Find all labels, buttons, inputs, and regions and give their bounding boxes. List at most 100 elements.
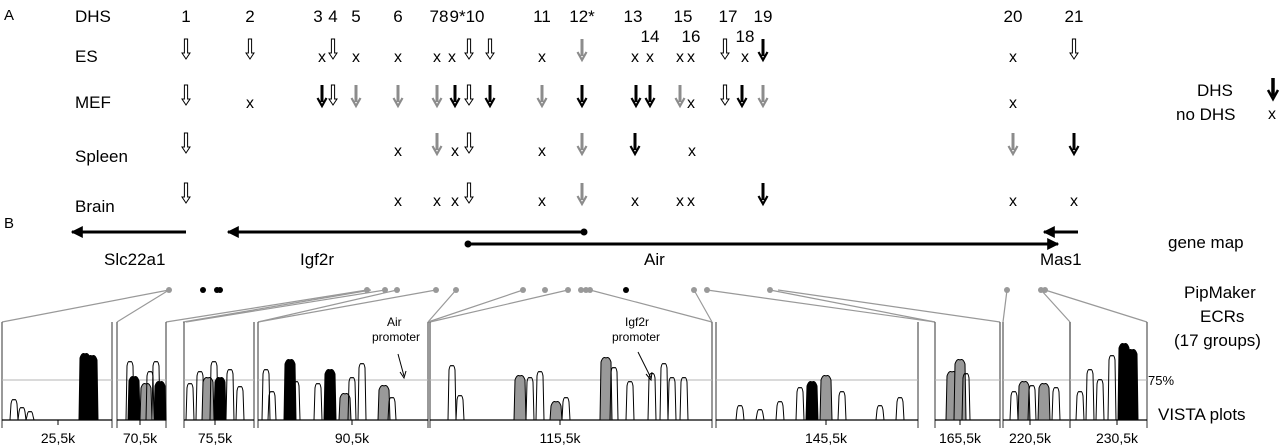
legend-dhs-label: DHS: [1197, 81, 1233, 100]
dhs-mark-mef-8: [449, 85, 461, 109]
dhs-mark-mef-5: [350, 85, 362, 109]
vista-peak-4-4: [291, 381, 301, 421]
dhs-mark-mef-2: x: [246, 95, 254, 112]
vista-peak-2-6: [153, 381, 167, 421]
dhs-mark-es-13: x: [631, 49, 639, 66]
dhs-mark-spleen-7: [576, 133, 588, 157]
vista-peak-1-1: [9, 399, 19, 421]
svg-text:x: x: [538, 193, 546, 210]
ecr-dot-black-4: [623, 287, 629, 293]
ecr-connector-2: [116, 289, 170, 323]
vista-tick-label-8: 220,5k: [1009, 430, 1052, 446]
svg-text:x: x: [1009, 49, 1017, 66]
vista-peak-1-2: [17, 407, 27, 421]
dhs-mark-spleen-1: [181, 132, 191, 154]
dhs-mark-brain-10: x: [687, 193, 695, 210]
ecr-dot-gray-8: [542, 287, 548, 293]
svg-text:x: x: [687, 95, 695, 112]
svg-text:x: x: [538, 49, 546, 66]
dhs-number-15: 17: [719, 7, 738, 26]
vista-peak-5-12: [659, 363, 669, 421]
dhs-mark-mef-20: x: [1009, 95, 1017, 112]
svg-text:x: x: [451, 193, 459, 210]
dhs-mark-brain-9: x: [676, 193, 684, 210]
vista-panel-2: 70,5k: [116, 322, 167, 446]
dhs-mark-spleen-3: [431, 133, 443, 157]
dhs-mark-es-2: [245, 38, 255, 60]
vista-peak-8-2: [1017, 381, 1031, 421]
svg-text:x: x: [1070, 193, 1078, 210]
svg-text:x: x: [394, 49, 402, 66]
svg-text:x: x: [448, 49, 456, 66]
vista-peak-5-13: [667, 377, 677, 421]
svg-text:x: x: [631, 49, 639, 66]
dhs-mark-mef-17: [720, 84, 730, 106]
vista-peak-5-4: [525, 377, 535, 421]
vista-peak-4-7: [338, 393, 352, 421]
track-label-pipmaker: PipMaker: [1184, 283, 1256, 302]
vista-peak-3-3: [201, 377, 215, 421]
vista-tick-label-1: 25,5k: [41, 430, 76, 446]
dhs-mark-mef-19: [757, 85, 769, 109]
ecr-connector-4: [182, 289, 372, 323]
track-label-gene-map: gene map: [1168, 233, 1244, 252]
vista-plots: 25,5k 70,5k 75,5k 90,5k 115,5k 145,5k 165,5k 22…: [1, 322, 1148, 446]
legend-x-symbol: x: [1268, 106, 1276, 123]
vista-panel-9: 230,5k: [1069, 322, 1148, 446]
svg-text:x: x: [1009, 95, 1017, 112]
dhs-mark-es-9: [464, 38, 474, 60]
svg-text:x: x: [246, 95, 254, 112]
ecr-connector-3: [165, 289, 368, 323]
vista-peak-3-2: [195, 371, 205, 421]
vista-peak-2-5: [151, 361, 161, 421]
dhs-mark-spleen-2: x: [394, 143, 402, 160]
dhs-mark-mef-10: [484, 85, 496, 109]
dhs-number-4: 4: [328, 7, 337, 26]
igf2r-promoter-label-line2: promoter: [612, 330, 660, 344]
dhs-number-9: 11: [533, 7, 551, 26]
dhs-number-12: 14: [641, 27, 660, 46]
track-label-groups: (17 groups): [1174, 331, 1261, 350]
dhs-mark-es-1: [181, 38, 191, 60]
dhs-mark-brain-6: x: [538, 193, 546, 210]
vista-peak-3-5: [213, 377, 227, 421]
gene-marker-igf2r: [580, 228, 588, 236]
svg-text:x: x: [676, 193, 684, 210]
gene-label-mas1: Mas1: [1040, 250, 1082, 269]
vista-peak-6-5: [805, 381, 819, 421]
dhs-mark-spleen-8: [629, 133, 641, 157]
vista-peak-9-1: [1075, 391, 1085, 421]
dhs-mark-mef-11: [536, 85, 548, 109]
svg-text:x: x: [318, 49, 326, 66]
vista-tick-label-3: 75,5k: [198, 430, 233, 446]
dhs-number-1: 1: [181, 7, 190, 26]
ecr-connector-9: [427, 289, 524, 323]
dhs-mark-spleen-4: x: [451, 143, 459, 160]
dhs-mark-mef-7: [431, 85, 443, 109]
gene-label-igf2r: Igf2r: [300, 250, 334, 269]
dhs-mark-spleen-9: x: [688, 143, 696, 160]
ecr-connector-14: [769, 289, 936, 323]
vista-peak-9-2: [1085, 369, 1095, 421]
dhs-mark-brain-13: x: [1070, 193, 1078, 210]
vista-peak-6-3: [775, 401, 785, 421]
dhs-mark-es-18: x: [741, 49, 749, 66]
ecr-connector-10: [429, 289, 569, 323]
dhs-mark-mef-1: [181, 84, 191, 106]
vista-peak-1-5: [85, 355, 99, 421]
dhs-mark-brain-12: x: [1009, 193, 1017, 210]
vista-tick-label-5: 115,5k: [540, 430, 582, 446]
dhs-mark-mef-16: x: [687, 95, 695, 112]
dhs-mark-spleen-11: [1068, 133, 1080, 157]
vista-peak-6-8: [875, 405, 885, 421]
dhs-mark-es-4: [328, 38, 338, 60]
dhs-mark-es-6: x: [394, 49, 402, 66]
dhs-mark-es-20: x: [1009, 49, 1017, 66]
vista-peak-9-4: [1107, 355, 1117, 421]
vista-peak-4-11: [387, 397, 397, 421]
dhs-mark-mef-18: [736, 85, 748, 109]
tissue-label-mef: MEF: [75, 93, 111, 112]
svg-text:x: x: [433, 193, 441, 210]
